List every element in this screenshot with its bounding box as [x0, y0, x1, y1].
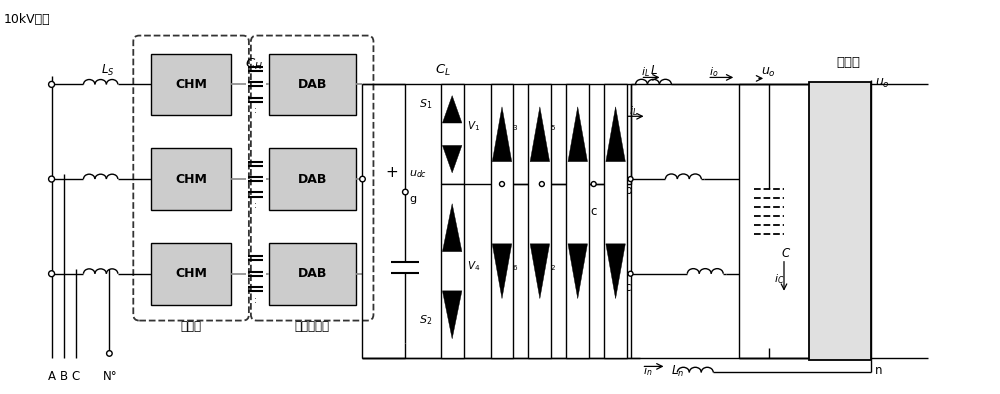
Circle shape [403, 189, 408, 195]
Text: 输出级: 输出级 [837, 56, 861, 69]
Circle shape [628, 271, 633, 276]
Polygon shape [568, 244, 587, 299]
Text: DAB: DAB [297, 267, 327, 280]
Text: $L$: $L$ [650, 64, 657, 77]
Text: $i_C$: $i_C$ [774, 272, 785, 286]
Text: DAB: DAB [297, 173, 327, 186]
Polygon shape [442, 204, 462, 252]
Text: +: + [385, 165, 398, 180]
Bar [491, 84, 513, 359]
Circle shape [49, 82, 55, 87]
Polygon shape [606, 244, 625, 299]
Text: DAB: DAB [297, 78, 327, 91]
Text: N°: N° [103, 370, 118, 383]
Text: 10kV电网: 10kV电网 [4, 13, 50, 26]
Text: CHM: CHM [175, 78, 207, 91]
Bar [151, 148, 231, 210]
Circle shape [360, 176, 365, 182]
Text: $V_3$: $V_3$ [505, 119, 518, 133]
Bar [269, 148, 356, 210]
Polygon shape [442, 145, 462, 173]
Circle shape [591, 182, 596, 186]
Bar [604, 84, 627, 359]
Text: a: a [497, 169, 505, 182]
Text: A: A [48, 370, 56, 383]
Text: B: B [59, 370, 68, 383]
Text: $V_4$: $V_4$ [467, 259, 480, 273]
Polygon shape [442, 96, 462, 123]
Polygon shape [530, 244, 550, 299]
Text: c: c [590, 205, 597, 218]
Text: $V_6$: $V_6$ [505, 259, 518, 273]
Bar [441, 84, 464, 184]
Circle shape [49, 271, 55, 277]
Text: :: : [254, 201, 257, 210]
Text: $u_{dc}$: $u_{dc}$ [409, 168, 427, 180]
Text: g: g [409, 194, 416, 204]
Bar [151, 243, 231, 305]
Bar [269, 54, 356, 115]
Text: 中间隔离级: 中间隔离级 [295, 320, 330, 333]
Text: $L_n$: $L_n$ [671, 364, 685, 379]
Bar [528, 84, 551, 359]
Text: $S_1$: $S_1$ [419, 97, 432, 111]
Text: $C_H$: $C_H$ [245, 57, 263, 72]
Text: :: : [254, 296, 257, 305]
Polygon shape [492, 107, 512, 162]
Polygon shape [606, 107, 625, 162]
Circle shape [49, 176, 55, 182]
Text: CHM: CHM [175, 267, 207, 280]
Circle shape [539, 182, 544, 186]
Text: 负载: 负载 [831, 214, 849, 229]
Text: $L_S$: $L_S$ [101, 63, 114, 78]
Text: $i_o$: $i_o$ [709, 65, 719, 79]
Text: $V_1$: $V_1$ [467, 119, 480, 133]
Text: $V_5$: $V_5$ [543, 119, 556, 133]
Text: $V_2$: $V_2$ [543, 259, 556, 273]
Bar [151, 54, 231, 115]
Circle shape [628, 177, 633, 182]
Text: $i_L$: $i_L$ [641, 65, 650, 79]
Text: 输入级: 输入级 [181, 320, 202, 333]
Polygon shape [442, 291, 462, 339]
Text: $u_o$: $u_o$ [761, 66, 776, 79]
Polygon shape [492, 244, 512, 299]
Text: $i_n$: $i_n$ [643, 364, 653, 378]
Bar [809, 82, 871, 361]
Bar [269, 243, 356, 305]
Text: :: : [254, 106, 257, 115]
Text: $C$: $C$ [781, 247, 791, 260]
Text: $S_2$: $S_2$ [419, 313, 432, 327]
Text: c: c [625, 281, 631, 294]
Text: b: b [625, 184, 632, 197]
Text: $u_o$: $u_o$ [875, 77, 890, 90]
Text: $C_L$: $C_L$ [435, 63, 451, 78]
Polygon shape [568, 107, 587, 162]
Text: CHM: CHM [175, 173, 207, 186]
Text: C: C [71, 370, 80, 383]
Bar [566, 84, 589, 359]
Polygon shape [530, 107, 550, 162]
Text: n: n [875, 364, 882, 377]
Circle shape [500, 182, 504, 186]
Bar [441, 184, 464, 359]
Text: $i_L$: $i_L$ [629, 104, 638, 118]
Circle shape [107, 351, 112, 356]
Text: b: b [534, 191, 542, 203]
